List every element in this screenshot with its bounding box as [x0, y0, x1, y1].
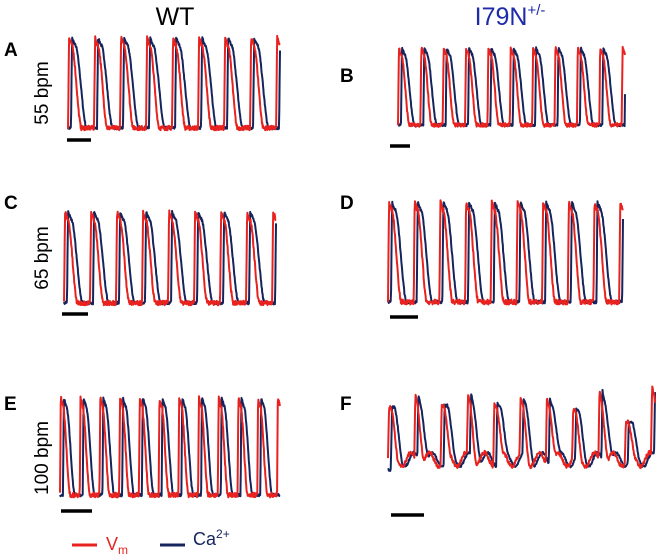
rate-label-100: 100 bpm [32, 421, 53, 495]
panel-letter-e: E [4, 394, 17, 415]
column-title-mutant-text: I79N [475, 3, 528, 31]
panel-b-traces [397, 45, 626, 128]
panel-letter-f: F [340, 394, 352, 415]
panel-d-traces [387, 199, 624, 306]
panel-letter-a: A [4, 40, 18, 61]
legend-vm-subscript: m [118, 543, 128, 557]
panel-e-vm-trace [59, 395, 281, 499]
column-title-mutant-sup: +/- [527, 2, 545, 19]
panel-letter-d: D [340, 193, 354, 214]
legend: Vm Ca2+ [72, 527, 230, 557]
panel-a-vm-trace [67, 34, 281, 132]
legend-ca-sup: 2+ [216, 527, 230, 541]
panel-f-vm-trace [387, 385, 656, 470]
legend-vm-symbol: V [106, 534, 118, 554]
rate-label-65: 65 bpm [32, 226, 53, 289]
panel-f-traces [387, 385, 656, 472]
panel-c-traces [63, 209, 277, 307]
panel-a-traces [67, 34, 281, 132]
column-title-wt: WT [156, 3, 195, 31]
legend-ca-symbol: Ca [193, 529, 217, 549]
panel-f-ca-trace [387, 388, 656, 472]
panel-d-ca-trace [387, 200, 624, 305]
panel-e-traces [59, 395, 281, 499]
panel-letter-b: B [340, 66, 354, 87]
panel-d-vm-trace [387, 199, 624, 306]
traces-layer [59, 34, 656, 499]
legend-label-vm: Vm [106, 534, 128, 557]
panel-b-ca-trace [397, 46, 626, 128]
panel-e-ca-trace [59, 396, 281, 498]
panel-c-vm-trace [63, 209, 277, 307]
panel-b-vm-trace [397, 45, 626, 128]
panel-letter-c: C [4, 193, 18, 214]
column-title-mutant: I79N+/- [475, 2, 546, 31]
rate-label-55: 55 bpm [32, 61, 53, 124]
column-title-wt-text: WT [156, 3, 195, 31]
legend-label-ca: Ca2+ [193, 527, 230, 549]
